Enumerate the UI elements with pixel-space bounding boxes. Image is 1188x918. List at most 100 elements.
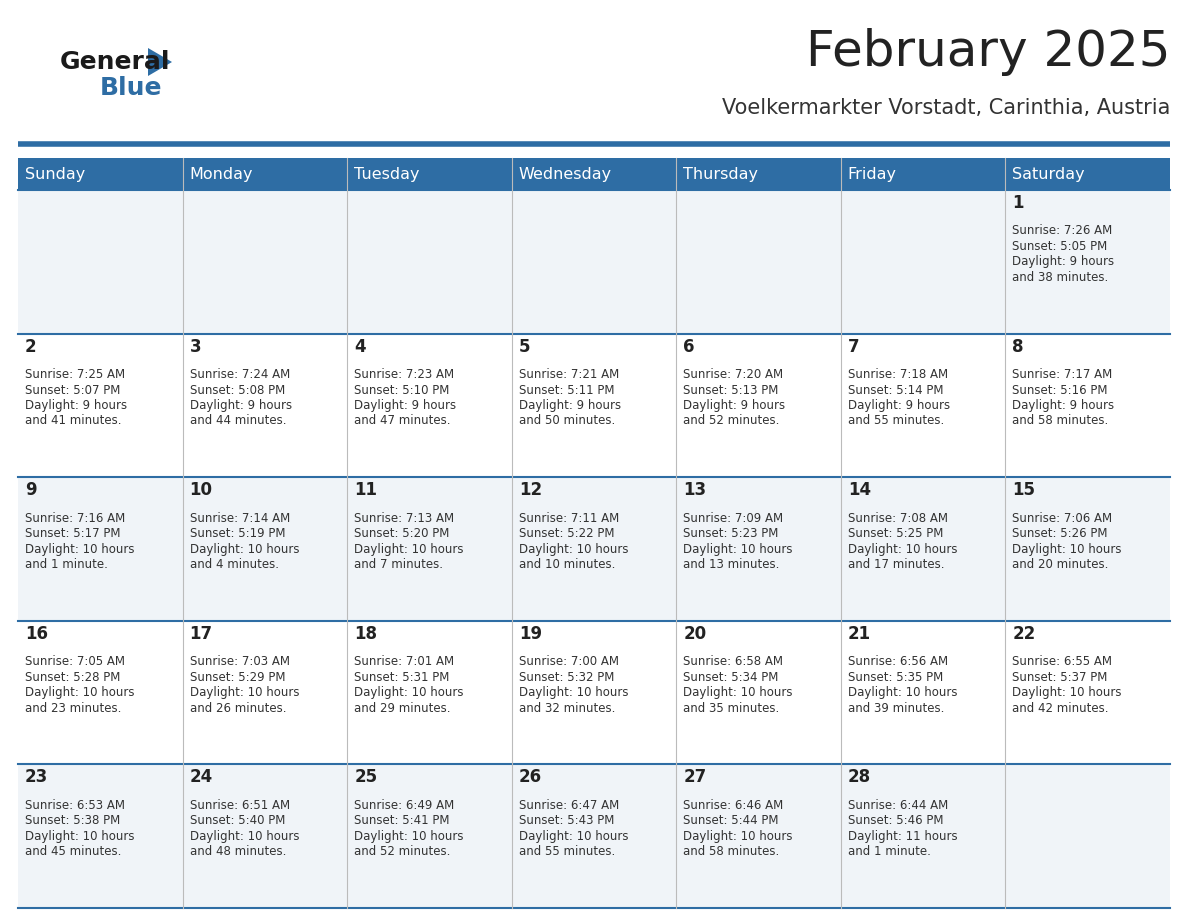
Text: Sunset: 5:14 PM: Sunset: 5:14 PM: [848, 384, 943, 397]
Text: and 52 minutes.: and 52 minutes.: [354, 845, 450, 858]
Polygon shape: [148, 48, 172, 76]
Text: 9: 9: [25, 481, 37, 499]
Text: Sunrise: 7:08 AM: Sunrise: 7:08 AM: [848, 511, 948, 524]
Text: 2: 2: [25, 338, 37, 355]
Text: Sunset: 5:37 PM: Sunset: 5:37 PM: [1012, 671, 1107, 684]
Text: Daylight: 10 hours: Daylight: 10 hours: [1012, 686, 1121, 700]
Text: Friday: Friday: [848, 166, 897, 182]
Text: Sunrise: 6:53 AM: Sunrise: 6:53 AM: [25, 799, 125, 812]
Bar: [18, 477, 1170, 621]
Text: Sunday: Sunday: [25, 166, 86, 182]
Text: Sunrise: 7:00 AM: Sunrise: 7:00 AM: [519, 655, 619, 668]
Text: Daylight: 11 hours: Daylight: 11 hours: [848, 830, 958, 843]
Text: Daylight: 10 hours: Daylight: 10 hours: [190, 686, 299, 700]
Text: 25: 25: [354, 768, 378, 787]
Text: Sunrise: 7:18 AM: Sunrise: 7:18 AM: [848, 368, 948, 381]
Text: Daylight: 9 hours: Daylight: 9 hours: [1012, 399, 1114, 412]
Text: Thursday: Thursday: [683, 166, 758, 182]
Text: 7: 7: [848, 338, 859, 355]
Text: Sunset: 5:29 PM: Sunset: 5:29 PM: [190, 671, 285, 684]
Text: Sunrise: 7:09 AM: Sunrise: 7:09 AM: [683, 511, 783, 524]
Text: Daylight: 9 hours: Daylight: 9 hours: [190, 399, 292, 412]
Text: 4: 4: [354, 338, 366, 355]
Text: Daylight: 9 hours: Daylight: 9 hours: [519, 399, 621, 412]
Text: Monday: Monday: [190, 166, 253, 182]
Text: 27: 27: [683, 768, 707, 787]
Text: Sunrise: 7:14 AM: Sunrise: 7:14 AM: [190, 511, 290, 524]
Text: Sunset: 5:34 PM: Sunset: 5:34 PM: [683, 671, 778, 684]
Text: Blue: Blue: [100, 76, 163, 100]
Text: and 1 minute.: and 1 minute.: [25, 558, 108, 571]
Bar: [18, 190, 1170, 333]
Text: Sunset: 5:41 PM: Sunset: 5:41 PM: [354, 814, 449, 827]
Text: Sunset: 5:32 PM: Sunset: 5:32 PM: [519, 671, 614, 684]
Bar: [18, 333, 1170, 477]
Text: Daylight: 9 hours: Daylight: 9 hours: [1012, 255, 1114, 268]
Text: Saturday: Saturday: [1012, 166, 1085, 182]
Text: Sunset: 5:40 PM: Sunset: 5:40 PM: [190, 814, 285, 827]
Text: and 32 minutes.: and 32 minutes.: [519, 701, 615, 715]
Text: and 23 minutes.: and 23 minutes.: [25, 701, 121, 715]
Text: Sunrise: 6:56 AM: Sunrise: 6:56 AM: [848, 655, 948, 668]
Text: Daylight: 9 hours: Daylight: 9 hours: [25, 399, 127, 412]
Text: 15: 15: [1012, 481, 1036, 499]
Text: Voelkermarkter Vorstadt, Carinthia, Austria: Voelkermarkter Vorstadt, Carinthia, Aust…: [721, 98, 1170, 118]
Text: 16: 16: [25, 625, 48, 643]
Text: Sunset: 5:23 PM: Sunset: 5:23 PM: [683, 527, 778, 540]
Text: and 58 minutes.: and 58 minutes.: [1012, 415, 1108, 428]
Text: Daylight: 10 hours: Daylight: 10 hours: [1012, 543, 1121, 555]
Text: Sunset: 5:19 PM: Sunset: 5:19 PM: [190, 527, 285, 540]
Text: Sunrise: 7:25 AM: Sunrise: 7:25 AM: [25, 368, 125, 381]
Text: Daylight: 10 hours: Daylight: 10 hours: [519, 543, 628, 555]
Text: Daylight: 10 hours: Daylight: 10 hours: [519, 830, 628, 843]
Text: and 41 minutes.: and 41 minutes.: [25, 415, 121, 428]
Text: 21: 21: [848, 625, 871, 643]
Text: and 1 minute.: and 1 minute.: [848, 845, 930, 858]
Text: Sunset: 5:44 PM: Sunset: 5:44 PM: [683, 814, 779, 827]
Text: 12: 12: [519, 481, 542, 499]
Text: 10: 10: [190, 481, 213, 499]
Text: and 58 minutes.: and 58 minutes.: [683, 845, 779, 858]
Text: Daylight: 10 hours: Daylight: 10 hours: [354, 543, 463, 555]
Text: Sunrise: 7:01 AM: Sunrise: 7:01 AM: [354, 655, 454, 668]
Text: General: General: [61, 50, 171, 74]
Text: and 17 minutes.: and 17 minutes.: [848, 558, 944, 571]
Text: Sunrise: 7:13 AM: Sunrise: 7:13 AM: [354, 511, 454, 524]
Text: 24: 24: [190, 768, 213, 787]
Text: Sunset: 5:11 PM: Sunset: 5:11 PM: [519, 384, 614, 397]
Text: Sunrise: 6:58 AM: Sunrise: 6:58 AM: [683, 655, 783, 668]
Text: Sunrise: 7:24 AM: Sunrise: 7:24 AM: [190, 368, 290, 381]
Text: Daylight: 10 hours: Daylight: 10 hours: [354, 686, 463, 700]
Text: and 4 minutes.: and 4 minutes.: [190, 558, 278, 571]
Text: and 20 minutes.: and 20 minutes.: [1012, 558, 1108, 571]
Text: Daylight: 10 hours: Daylight: 10 hours: [25, 686, 134, 700]
Text: and 13 minutes.: and 13 minutes.: [683, 558, 779, 571]
Text: Sunset: 5:43 PM: Sunset: 5:43 PM: [519, 814, 614, 827]
Text: 8: 8: [1012, 338, 1024, 355]
Text: Daylight: 10 hours: Daylight: 10 hours: [848, 543, 958, 555]
Text: Sunset: 5:46 PM: Sunset: 5:46 PM: [848, 814, 943, 827]
Text: 26: 26: [519, 768, 542, 787]
Text: Sunrise: 7:23 AM: Sunrise: 7:23 AM: [354, 368, 454, 381]
Text: Sunset: 5:16 PM: Sunset: 5:16 PM: [1012, 384, 1108, 397]
Text: Sunrise: 7:17 AM: Sunrise: 7:17 AM: [1012, 368, 1113, 381]
Text: Sunset: 5:38 PM: Sunset: 5:38 PM: [25, 814, 120, 827]
Text: Daylight: 10 hours: Daylight: 10 hours: [683, 686, 792, 700]
Text: 6: 6: [683, 338, 695, 355]
Text: 5: 5: [519, 338, 530, 355]
Text: 17: 17: [190, 625, 213, 643]
Text: Daylight: 10 hours: Daylight: 10 hours: [683, 543, 792, 555]
Text: and 44 minutes.: and 44 minutes.: [190, 415, 286, 428]
Text: Sunrise: 7:11 AM: Sunrise: 7:11 AM: [519, 511, 619, 524]
Text: and 26 minutes.: and 26 minutes.: [190, 701, 286, 715]
Text: 22: 22: [1012, 625, 1036, 643]
Text: Sunset: 5:20 PM: Sunset: 5:20 PM: [354, 527, 449, 540]
Text: and 45 minutes.: and 45 minutes.: [25, 845, 121, 858]
Text: and 42 minutes.: and 42 minutes.: [1012, 701, 1108, 715]
Text: and 39 minutes.: and 39 minutes.: [848, 701, 944, 715]
Text: Sunrise: 6:51 AM: Sunrise: 6:51 AM: [190, 799, 290, 812]
Text: Sunset: 5:31 PM: Sunset: 5:31 PM: [354, 671, 449, 684]
Text: 18: 18: [354, 625, 377, 643]
Text: Sunset: 5:26 PM: Sunset: 5:26 PM: [1012, 527, 1108, 540]
Text: Sunset: 5:05 PM: Sunset: 5:05 PM: [1012, 240, 1107, 252]
